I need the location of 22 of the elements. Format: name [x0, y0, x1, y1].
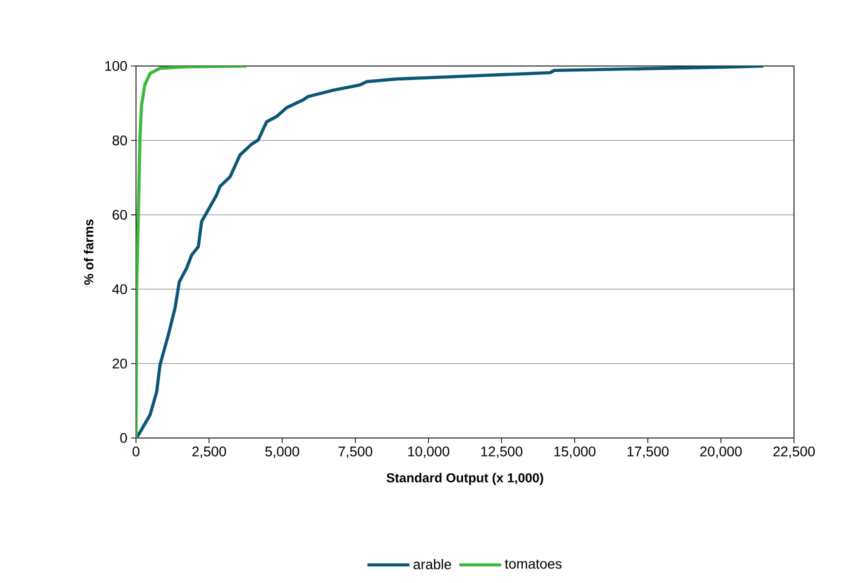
x-tick-label: 0 — [132, 446, 140, 456]
y-axis-title: % of farms — [84, 219, 94, 285]
x-tick-label: 10,000 — [408, 446, 450, 458]
x-tick-label: 2,500 — [192, 446, 226, 458]
legend-label: arable — [414, 559, 452, 570]
y-tick-label: 0 — [120, 433, 127, 443]
x-tick-label: 5,000 — [265, 446, 300, 458]
x-axis-title: Standard Output (x 1,000) — [386, 472, 544, 485]
y-tick-label: 60 — [112, 210, 127, 220]
x-tick-label: 22,500 — [773, 446, 815, 458]
x-tick-label: 15,000 — [554, 446, 596, 458]
x-tick-label: 20,000 — [700, 446, 742, 458]
y-tick-label: 20 — [112, 358, 127, 369]
x-tick-label: 17,500 — [628, 446, 669, 458]
x-tick-label: 12,500 — [481, 446, 522, 458]
y-tick-label: 100 — [105, 61, 127, 71]
y-tick-label: 80 — [112, 135, 127, 146]
line-series — [136, 66, 765, 438]
legend-label: tomatoes — [504, 560, 562, 569]
line-series — [136, 66, 248, 438]
y-tick-label: 40 — [112, 284, 127, 294]
x-tick-label: 7,500 — [338, 446, 372, 458]
